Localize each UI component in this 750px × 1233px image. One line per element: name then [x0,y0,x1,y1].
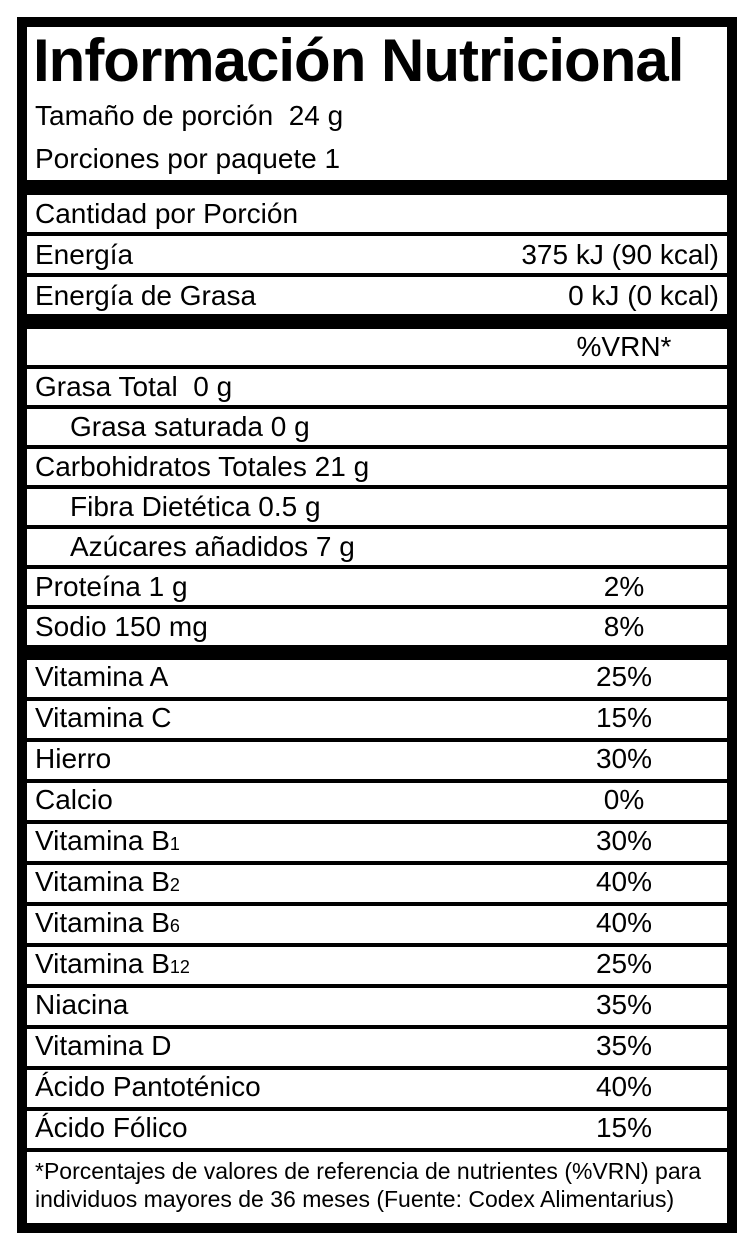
row-energia-de-grasa: Energía de Grasa 0 kJ (0 kcal) [27,277,727,314]
row-vitamina-b1: Vitamina B1 30% [27,824,727,865]
nutrient-label: Hierro [35,743,112,774]
nutrient-percent: 0% [603,784,645,815]
label-title: Información Nutricional [33,27,684,94]
nutrient-label: Vitamina B6 [35,907,180,938]
nutrient-label: Vitamina C [35,702,172,733]
nutrient-label: Ácido Pantoténico [35,1071,261,1102]
nutrient-label: Azúcares añadidos 7 g [70,531,355,562]
nutrient-label: Grasa saturada 0 g [70,411,310,442]
row-fibra-dietetica: Fibra Dietética 0.5 g [27,489,727,529]
amount-per-serving-label: Cantidad por Porción [35,198,299,229]
row-grasa-total: Grasa Total 0 g [27,369,727,409]
row-vitamina-a: Vitamina A 25% [27,660,727,701]
row-grasa-saturada: Grasa saturada 0 g [27,409,727,449]
nutrient-percent: 8% [603,611,645,642]
subscript: 6 [169,916,180,936]
nutrient-percent: 25% [595,661,653,692]
nutrient-value: 0 kJ (0 kcal) [568,280,719,311]
nutrient-percent: 15% [595,1112,653,1143]
row-proteina: Proteína 1 g 2% [27,569,727,609]
nutrient-label: Calcio [35,784,113,815]
nutrient-percent: 35% [595,989,653,1020]
row-vitamina-b2: Vitamina B2 40% [27,865,727,906]
row-vitamina-d: Vitamina D 35% [27,1029,727,1070]
nutrient-percent: 25% [595,948,653,979]
nutrient-value: 375 kJ (90 kcal) [521,239,719,270]
nutrient-label: Proteína 1 g [35,571,188,602]
row-vitamina-c: Vitamina C 15% [27,701,727,742]
nutrient-label: Vitamina D [35,1030,172,1061]
nutrient-percent: 2% [603,571,645,602]
nutrient-label: Vitamina B2 [35,866,180,897]
row-sodio: Sodio 150 mg 8% [27,609,727,645]
thick-divider-bar [27,180,727,195]
row-acido-folico: Ácido Fólico 15% [27,1111,727,1152]
thick-divider-bar [27,314,727,329]
nutrient-label: Ácido Fólico [35,1112,188,1143]
nutrient-percent: 30% [595,825,653,856]
nutrient-percent: 35% [595,1030,653,1061]
vrn-header: %VRN* [576,331,672,362]
serving-size: Tamaño de porción 24 g [35,100,344,131]
footnote: *Porcentajes de valores de referencia de… [35,1158,708,1212]
nutrient-percent: 15% [595,702,653,733]
row-vitamina-b12: Vitamina B12 25% [27,947,727,988]
nutrient-percent: 40% [595,907,653,938]
row-energia: Energía 375 kJ (90 kcal) [27,236,727,277]
nutrient-label: Vitamina B1 [35,825,180,856]
nutrient-percent: 30% [595,743,653,774]
nutrient-label: Fibra Dietética 0.5 g [70,491,321,522]
row-niacina: Niacina 35% [27,988,727,1029]
nutrient-label: Energía [35,239,134,270]
nutrient-label: Energía de Grasa [35,280,257,311]
subscript: 12 [169,957,190,977]
amount-per-serving-header: Cantidad por Porción [27,195,727,236]
row-vitamina-b6: Vitamina B6 40% [27,906,727,947]
subscript: 2 [169,875,180,895]
vrn-header-row: %VRN* [27,329,727,369]
servings-per-package: Porciones por paquete 1 [35,143,341,174]
nutrient-label: Vitamina A [35,661,169,692]
nutrient-label: Grasa Total 0 g [35,371,233,402]
nutrient-label: Vitamina B12 [35,948,190,979]
nutrient-label: Sodio 150 mg [35,611,208,642]
row-azucares-anadidos: Azúcares añadidos 7 g [27,529,727,569]
nutrition-label: Información Nutricional Tamaño de porció… [17,17,737,1233]
row-hierro: Hierro 30% [27,742,727,783]
subscript: 1 [169,834,180,854]
nutrient-percent: 40% [595,866,653,897]
row-acido-pantotenico: Ácido Pantoténico 40% [27,1070,727,1111]
row-calcio: Calcio 0% [27,783,727,824]
row-carbohidratos-totales: Carbohidratos Totales 21 g [27,449,727,489]
nutrient-percent: 40% [595,1071,653,1102]
nutrient-label: Niacina [35,989,129,1020]
thick-divider-bar [27,645,727,660]
nutrient-label: Carbohidratos Totales 21 g [35,451,370,482]
